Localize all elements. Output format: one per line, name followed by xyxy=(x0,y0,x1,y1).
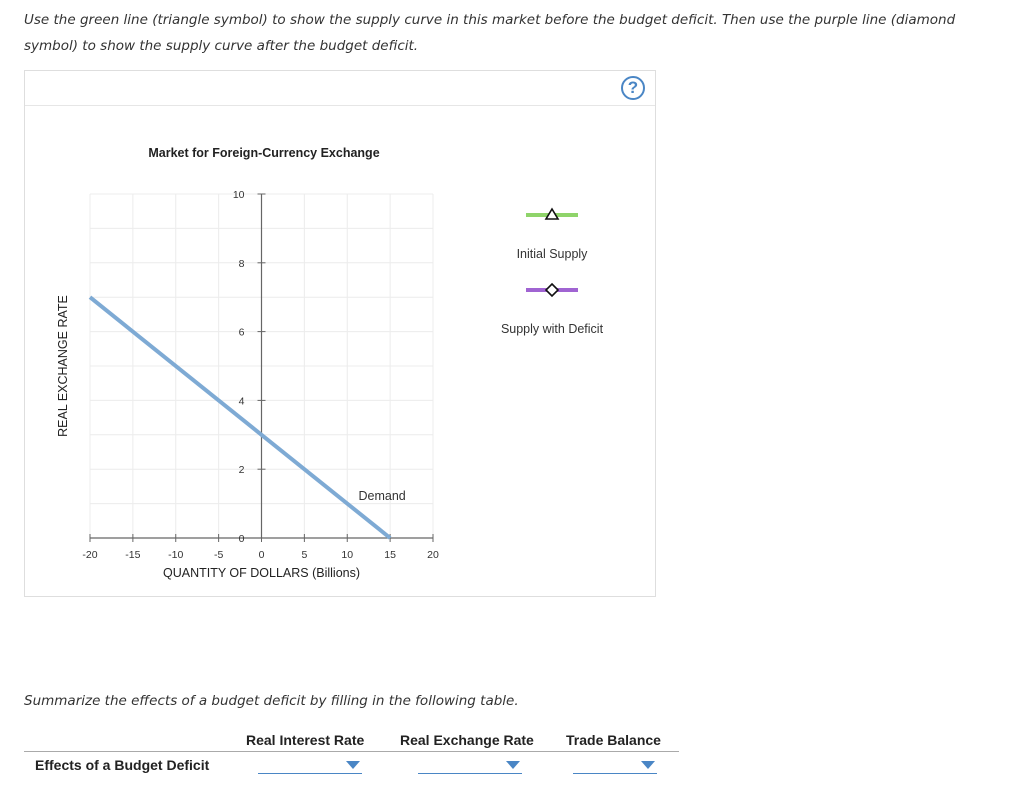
summary-table: Real Interest Rate Real Exchange Rate Tr… xyxy=(24,728,680,788)
series-label-demand: Demand xyxy=(359,489,406,503)
row-label: Effects of a Budget Deficit xyxy=(35,757,210,773)
y-axis-label: REAL EXCHANGE RATE xyxy=(56,295,70,437)
panel-header-divider xyxy=(25,105,655,106)
real-interest-rate-dropdown[interactable] xyxy=(258,756,362,774)
y-tick-label: 4 xyxy=(239,395,245,407)
x-tick-label: 10 xyxy=(341,549,353,561)
y-tick-label: 2 xyxy=(239,464,245,476)
y-tick-label: 10 xyxy=(233,189,245,201)
legend-label: Initial Supply xyxy=(517,247,589,261)
supply-demand-graph[interactable]: -20 -15 -10 -5 0 5 10 15 20 0 2 4 6 8 10 Market for For… xyxy=(25,71,657,598)
summary-prompt: Summarize the effects of a budget defici… xyxy=(24,693,519,709)
x-tick-label: -10 xyxy=(168,549,183,561)
y-tick-label: 6 xyxy=(239,327,245,339)
instructions-text: Use the green line (triangle symbol) to … xyxy=(24,12,956,54)
y-tick-label: 8 xyxy=(239,258,245,270)
supply-with-deficit-tool[interactable]: Supply with Deficit xyxy=(501,282,604,336)
x-tick-label: -5 xyxy=(214,549,223,561)
diamond-icon xyxy=(544,282,560,298)
real-exchange-rate-dropdown[interactable] xyxy=(418,756,522,774)
triangle-icon xyxy=(544,207,560,220)
chevron-down-icon xyxy=(506,761,520,769)
column-header-real-interest-rate: Real Interest Rate xyxy=(246,732,365,748)
series-line-demand xyxy=(88,295,392,540)
x-tick-label: 20 xyxy=(427,549,439,561)
help-button[interactable]: ? xyxy=(621,76,645,100)
graph-panel: ? -20 -15 -10 -5 0 5 10 15 20 0 2 4 6 8 10 Market for F… xyxy=(24,70,656,597)
column-header-trade-balance: Trade Balance xyxy=(566,732,661,748)
initial-supply-tool[interactable]: Initial Supply xyxy=(517,207,589,261)
y-tick-label: 0 xyxy=(239,533,245,545)
legend-label: Supply with Deficit xyxy=(501,322,604,336)
trade-balance-dropdown[interactable] xyxy=(573,756,657,774)
x-axis-label: QUANTITY OF DOLLARS (Billions) xyxy=(163,566,360,580)
header-divider xyxy=(24,751,679,752)
chevron-down-icon xyxy=(641,761,655,769)
column-header-real-exchange-rate: Real Exchange Rate xyxy=(400,732,534,748)
x-tick-label: 5 xyxy=(301,549,307,561)
x-tick-label: -15 xyxy=(125,549,140,561)
x-tick-label: -20 xyxy=(82,549,97,561)
chevron-down-icon xyxy=(346,761,360,769)
chart-title: Market for Foreign-Currency Exchange xyxy=(148,146,379,160)
x-tick-label: 0 xyxy=(259,549,265,561)
x-tick-label: 15 xyxy=(384,549,396,561)
